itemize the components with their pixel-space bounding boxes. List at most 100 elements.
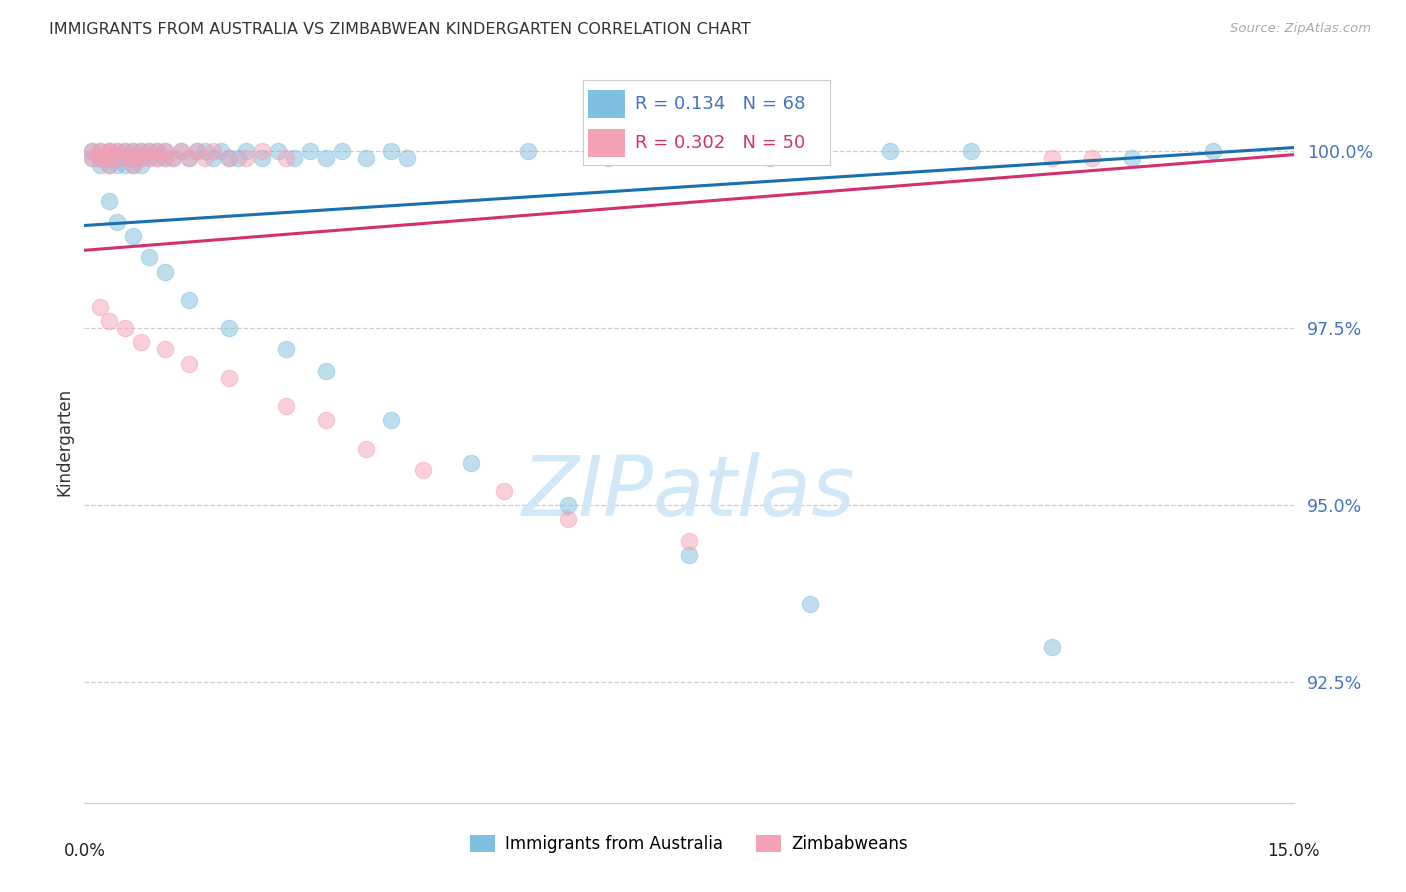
- Point: [179, 151, 201, 165]
- Point: [121, 151, 143, 165]
- Point: [138, 151, 160, 165]
- Point: [82, 151, 104, 165]
- Point: [129, 151, 152, 165]
- Point: [557, 498, 579, 512]
- Point: [153, 144, 176, 158]
- Point: [138, 151, 160, 165]
- Point: [138, 144, 160, 158]
- Point: [97, 151, 120, 165]
- Point: [179, 151, 201, 165]
- Point: [799, 598, 821, 612]
- Point: [274, 343, 297, 357]
- Point: [516, 144, 538, 158]
- Point: [162, 151, 184, 165]
- Point: [283, 151, 305, 165]
- Point: [299, 144, 322, 158]
- Point: [114, 151, 136, 165]
- Point: [114, 144, 136, 158]
- Point: [460, 456, 482, 470]
- Point: [97, 194, 120, 208]
- Point: [97, 151, 120, 165]
- Point: [162, 151, 184, 165]
- Text: 15.0%: 15.0%: [1267, 842, 1320, 860]
- Point: [356, 442, 378, 456]
- Text: R = 0.134   N = 68: R = 0.134 N = 68: [636, 95, 806, 113]
- Point: [1121, 151, 1143, 165]
- Point: [202, 144, 225, 158]
- Bar: [589, 90, 626, 118]
- Point: [114, 158, 136, 172]
- Point: [218, 151, 240, 165]
- Point: [879, 144, 901, 158]
- Point: [89, 144, 111, 158]
- Point: [146, 151, 169, 165]
- Point: [170, 144, 193, 158]
- Text: ZIPatlas: ZIPatlas: [522, 451, 856, 533]
- Point: [97, 158, 120, 172]
- Point: [89, 151, 111, 165]
- Point: [380, 144, 402, 158]
- Point: [315, 364, 337, 378]
- Point: [153, 144, 176, 158]
- Point: [194, 151, 217, 165]
- Point: [395, 151, 418, 165]
- Point: [121, 151, 143, 165]
- Point: [1202, 144, 1225, 158]
- Y-axis label: Kindergarten: Kindergarten: [55, 387, 73, 496]
- Point: [179, 357, 201, 371]
- Point: [194, 144, 217, 158]
- Point: [138, 251, 160, 265]
- Point: [105, 158, 128, 172]
- Point: [218, 151, 240, 165]
- Bar: [589, 129, 626, 157]
- Point: [380, 413, 402, 427]
- Point: [146, 151, 169, 165]
- Point: [356, 151, 378, 165]
- Point: [1040, 151, 1063, 165]
- Text: 0.0%: 0.0%: [63, 842, 105, 860]
- Point: [114, 151, 136, 165]
- Point: [412, 463, 434, 477]
- Point: [678, 548, 700, 562]
- Point: [89, 300, 111, 314]
- Point: [129, 144, 152, 158]
- Text: R = 0.302   N = 50: R = 0.302 N = 50: [636, 134, 806, 152]
- Point: [105, 151, 128, 165]
- Point: [138, 144, 160, 158]
- Legend: Immigrants from Australia, Zimbabweans: Immigrants from Australia, Zimbabweans: [464, 828, 914, 860]
- Point: [89, 151, 111, 165]
- Point: [179, 293, 201, 307]
- Point: [202, 151, 225, 165]
- Point: [274, 151, 297, 165]
- Point: [250, 144, 273, 158]
- Point: [170, 144, 193, 158]
- Point: [678, 144, 700, 158]
- Point: [186, 144, 208, 158]
- Point: [105, 144, 128, 158]
- Point: [235, 151, 257, 165]
- Point: [121, 144, 143, 158]
- Point: [186, 144, 208, 158]
- Point: [114, 144, 136, 158]
- Point: [129, 144, 152, 158]
- Point: [105, 144, 128, 158]
- Point: [121, 229, 143, 244]
- Point: [153, 264, 176, 278]
- Point: [89, 158, 111, 172]
- Point: [557, 512, 579, 526]
- Point: [89, 144, 111, 158]
- Point: [250, 151, 273, 165]
- Text: Source: ZipAtlas.com: Source: ZipAtlas.com: [1230, 22, 1371, 36]
- Point: [121, 144, 143, 158]
- Point: [153, 343, 176, 357]
- Point: [146, 144, 169, 158]
- Point: [153, 151, 176, 165]
- Point: [97, 144, 120, 158]
- Point: [121, 158, 143, 172]
- Point: [105, 215, 128, 229]
- Point: [330, 144, 353, 158]
- Point: [218, 321, 240, 335]
- Point: [226, 151, 249, 165]
- Point: [82, 144, 104, 158]
- Point: [678, 533, 700, 548]
